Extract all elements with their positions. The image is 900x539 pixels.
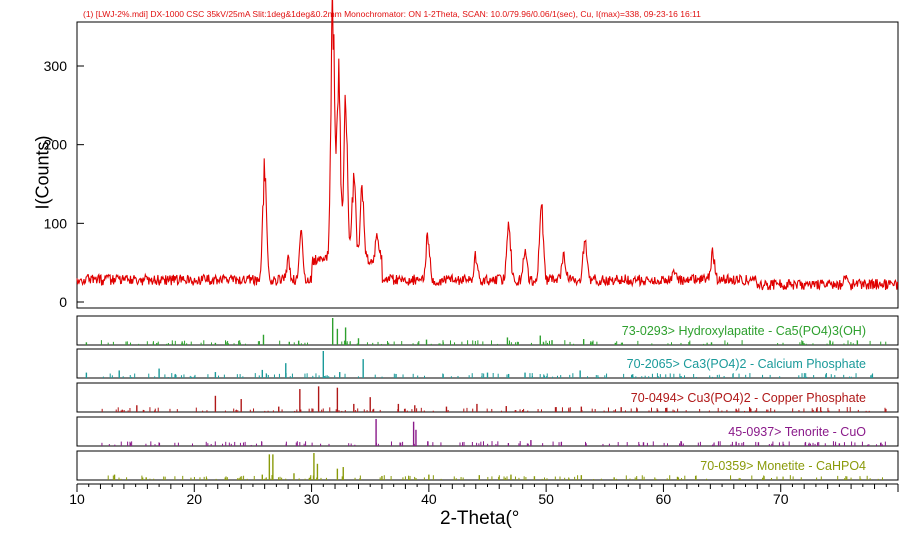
y-tick-label: 300: [44, 58, 68, 74]
reference-label: 73-0293> Hydroxylapatite - Ca5(PO4)3(OH): [622, 324, 866, 338]
reference-panel-frame: [76, 450, 899, 481]
reference-label: 70-0494> Cu3(PO4)2 - Copper Phosphate: [631, 391, 866, 405]
x-axis: 10 20 30 40 50 60 70: [69, 483, 899, 507]
x-axis-title: 2-Theta(°: [440, 508, 520, 529]
x-tick-label: 70: [773, 491, 789, 507]
x-tick-label: 30: [304, 491, 320, 507]
y-tick-label: 0: [59, 294, 67, 310]
x-tick-label: 50: [538, 491, 554, 507]
x-tick-label: 10: [69, 491, 85, 507]
main-plot-frame: [76, 21, 899, 309]
x-tick-label: 40: [421, 491, 437, 507]
reference-label: 45-0937> Tenorite - CuO: [728, 425, 866, 439]
y-tick-label: 200: [44, 137, 68, 153]
pattern-line: [76, 0, 899, 291]
reference-panel: 73-0293> Hydroxylapatite - Ca5(PO4)3(OH): [76, 315, 899, 346]
reference-panel-frame: [76, 315, 899, 346]
reference-panel: 70-0494> Cu3(PO4)2 - Copper Phosphate: [76, 382, 899, 413]
y-tick-label: 100: [44, 215, 68, 231]
x-tick-label: 60: [656, 491, 672, 507]
x-tick-label: 20: [186, 491, 202, 507]
main-plot-area: 0 100 200 300: [44, 0, 899, 310]
reference-panel: 70-2065> Ca3(PO4)2 - Calcium Phosphate: [76, 348, 899, 379]
reference-panel: 70-0359> Monetite - CaHPO4: [76, 450, 899, 481]
reference-panel: 45-0937> Tenorite - CuO: [76, 416, 899, 447]
scan-info-header: (1) [LWJ-2%.mdi] DX-1000 CSC 35kV/25mA S…: [83, 9, 701, 19]
reference-panels: 73-0293> Hydroxylapatite - Ca5(PO4)3(OH)…: [76, 315, 899, 481]
reference-label: 70-0359> Monetite - CaHPO4: [700, 459, 866, 473]
reference-label: 70-2065> Ca3(PO4)2 - Calcium Phosphate: [627, 357, 866, 371]
reference-panel-frame: [76, 416, 899, 447]
